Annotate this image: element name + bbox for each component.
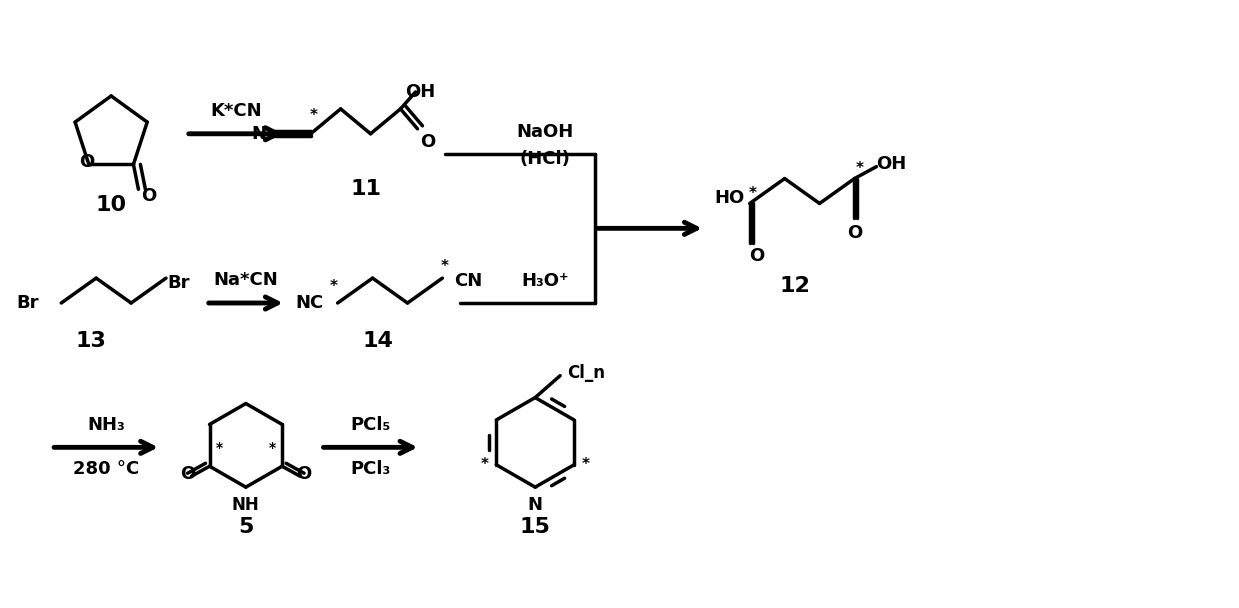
Text: OH: OH bbox=[876, 154, 907, 173]
Text: 12: 12 bbox=[779, 276, 810, 296]
Text: 14: 14 bbox=[362, 331, 393, 351]
Text: O: O bbox=[420, 133, 435, 151]
Text: 13: 13 bbox=[76, 331, 107, 351]
Text: (HCl): (HCl) bbox=[519, 150, 571, 168]
Text: O: O bbox=[180, 465, 196, 483]
Text: Na*CN: Na*CN bbox=[213, 271, 279, 289]
Text: O: O bbox=[79, 153, 94, 171]
Text: *: * bbox=[481, 457, 488, 472]
Text: NH₃: NH₃ bbox=[87, 416, 125, 435]
Text: 5: 5 bbox=[238, 517, 254, 537]
Text: NH: NH bbox=[232, 496, 260, 514]
Text: CN: CN bbox=[455, 272, 483, 290]
Text: *: * bbox=[582, 457, 590, 472]
Text: *: * bbox=[269, 441, 276, 455]
Text: *: * bbox=[216, 441, 223, 455]
Text: N: N bbox=[252, 125, 266, 143]
Text: HO: HO bbox=[715, 190, 745, 207]
Text: *: * bbox=[855, 161, 864, 176]
Text: NC: NC bbox=[296, 294, 323, 312]
Text: O: O bbox=[296, 465, 312, 483]
Text: Br: Br bbox=[167, 274, 191, 292]
Text: N: N bbox=[528, 496, 543, 514]
Text: OH: OH bbox=[405, 83, 436, 101]
Text: K*CN: K*CN bbox=[211, 102, 261, 120]
Text: H₃O⁺: H₃O⁺ bbox=[522, 272, 569, 290]
Text: NaOH: NaOH bbox=[517, 123, 574, 141]
Text: 15: 15 bbox=[519, 517, 550, 537]
Text: Cl_n: Cl_n bbox=[567, 364, 605, 382]
Text: PCl₃: PCl₃ bbox=[351, 460, 390, 478]
Text: PCl₅: PCl₅ bbox=[351, 416, 390, 435]
Text: 11: 11 bbox=[351, 179, 382, 199]
Text: *: * bbox=[748, 186, 757, 201]
Text: *: * bbox=[440, 258, 449, 274]
Text: 280 °C: 280 °C bbox=[73, 460, 139, 478]
Text: *: * bbox=[310, 108, 317, 123]
Text: *: * bbox=[330, 278, 338, 294]
Text: O: O bbox=[846, 224, 862, 243]
Text: Br: Br bbox=[16, 294, 38, 312]
Text: O: O bbox=[141, 187, 156, 206]
Text: O: O bbox=[750, 247, 764, 265]
Text: 10: 10 bbox=[95, 195, 126, 215]
